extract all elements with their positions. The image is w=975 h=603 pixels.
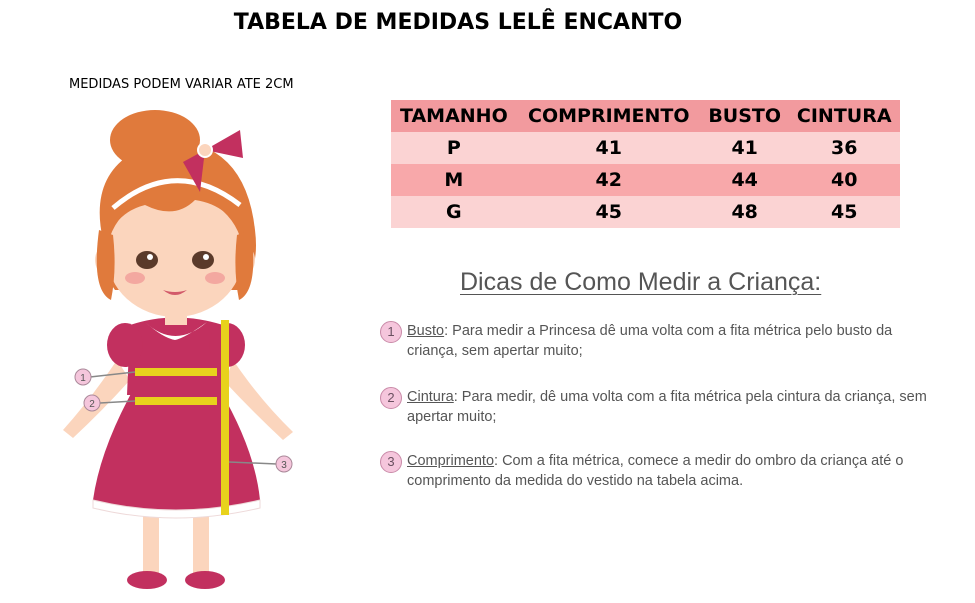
header-tamanho: TAMANHO <box>391 100 517 132</box>
table-row: M 42 44 40 <box>391 164 900 196</box>
page-title: TABELA DE MEDIDAS LELÊ ENCANTO <box>233 10 683 35</box>
svg-text:1: 1 <box>80 373 86 384</box>
cell-length: 45 <box>516 196 701 228</box>
marker-3-icon <box>275 455 293 473</box>
number-3-icon: 3 <box>380 451 402 473</box>
cell-size: P <box>391 132 517 164</box>
cell-bust: 41 <box>700 132 789 164</box>
svg-text:2: 2 <box>89 399 95 410</box>
tip-description: : Para medir, dê uma volta com a fita mé… <box>407 389 927 425</box>
marker-1-icon <box>74 368 92 386</box>
tip-bust: 1 Busto: Para medir a Princesa dê uma vo… <box>380 321 935 361</box>
tip-term: Cintura <box>407 389 454 405</box>
cell-length: 41 <box>516 132 701 164</box>
cell-waist: 40 <box>788 164 900 196</box>
header-comprimento: COMPRIMENTO <box>516 100 701 132</box>
cell-waist: 36 <box>788 132 900 164</box>
header-busto: BUSTO <box>700 100 789 132</box>
tips-heading: Dicas de Como Medir a Criança: <box>460 268 822 296</box>
number-1-icon: 1 <box>380 321 402 343</box>
variation-note: MEDIDAS PODEM VARIAR ATE 2CM <box>69 77 294 92</box>
size-table: TAMANHO COMPRIMENTO BUSTO CINTURA P 41 4… <box>391 100 900 228</box>
tip-description: : Com a fita métrica, comece a medir do … <box>407 453 904 489</box>
table-row: P 41 41 36 <box>391 132 900 164</box>
tip-description: : Para medir a Princesa dê uma volta com… <box>407 323 893 359</box>
cell-length: 42 <box>516 164 701 196</box>
cell-size: M <box>391 164 517 196</box>
tip-text: Cintura: Para medir, dê uma volta com a … <box>407 387 935 427</box>
table-row: G 45 48 45 <box>391 196 900 228</box>
tip-text: Busto: Para medir a Princesa dê uma volt… <box>407 321 935 361</box>
tip-waist: 2 Cintura: Para medir, dê uma volta com … <box>380 387 935 427</box>
tip-text: Comprimento: Com a fita métrica, comece … <box>407 451 935 491</box>
cell-size: G <box>391 196 517 228</box>
cell-bust: 48 <box>700 196 789 228</box>
table-header-row: TAMANHO COMPRIMENTO BUSTO CINTURA <box>391 100 900 132</box>
tip-length: 3 Comprimento: Com a fita métrica, comec… <box>380 451 935 491</box>
marker-2-icon <box>83 394 101 412</box>
svg-text:3: 3 <box>281 460 287 471</box>
tip-term: Busto <box>407 323 445 339</box>
number-2-icon: 2 <box>380 387 402 409</box>
header-cintura: CINTURA <box>788 100 900 132</box>
tip-term: Comprimento <box>407 453 495 469</box>
cell-waist: 45 <box>788 196 900 228</box>
cell-bust: 44 <box>700 164 789 196</box>
girl-measurement-illustration: 1 2 3 <box>63 110 293 589</box>
